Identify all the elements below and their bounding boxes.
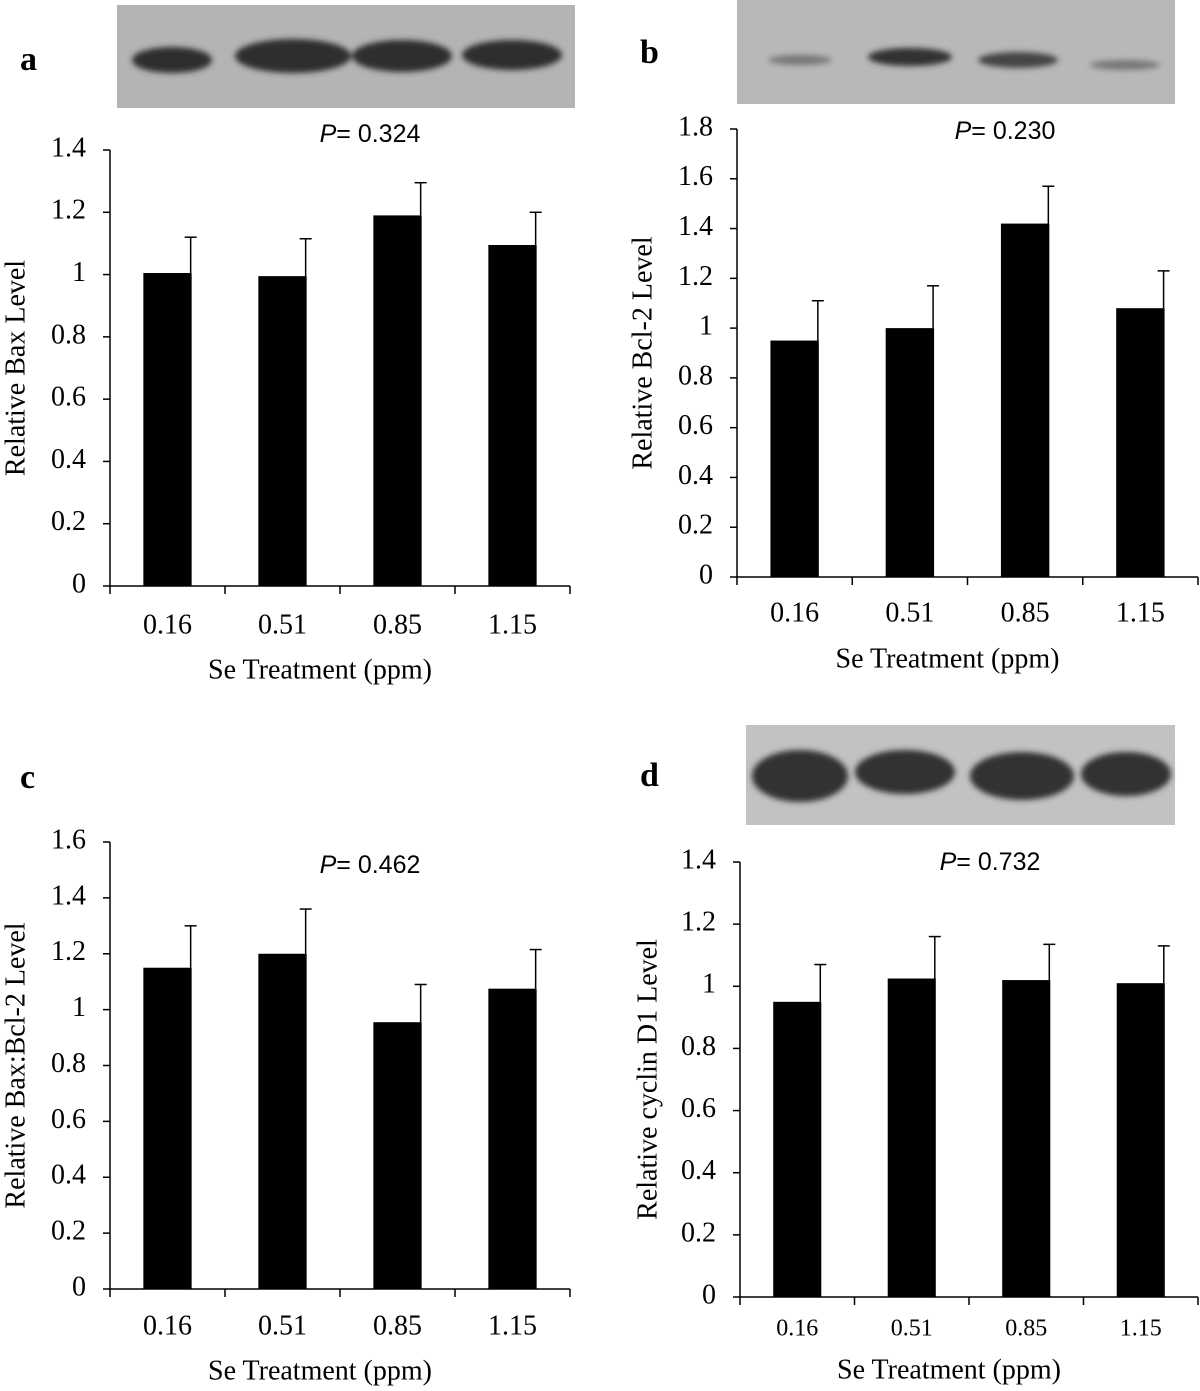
bar xyxy=(488,244,537,586)
panel-label: b xyxy=(640,34,659,71)
bar xyxy=(258,276,307,586)
bar xyxy=(1116,308,1165,577)
x-axis-title: Se Treatment (ppm) xyxy=(208,1355,432,1386)
y-tick-label: 0.6 xyxy=(678,410,713,441)
bar xyxy=(1000,223,1050,578)
y-axis-title: Relative cyclin D1 Level xyxy=(632,939,663,1220)
p-symbol: P xyxy=(940,848,957,876)
x-tick-label: 0.85 xyxy=(1001,597,1050,628)
x-tick-label: 0.51 xyxy=(885,597,934,628)
y-tick-label: 1 xyxy=(699,311,713,342)
bar xyxy=(1116,983,1165,1297)
x-axis-title: Se Treatment (ppm) xyxy=(836,643,1060,674)
p-value: P= 0.462 xyxy=(320,851,421,879)
bar xyxy=(885,328,935,577)
y-tick-label: 0.8 xyxy=(51,1048,86,1079)
x-tick-label: 0.51 xyxy=(891,1316,933,1342)
y-tick-label: 0.8 xyxy=(681,1031,716,1062)
x-tick-label: 0.16 xyxy=(143,1310,192,1341)
y-tick-label: 1.2 xyxy=(678,261,713,292)
x-tick-label: 1.15 xyxy=(488,1310,537,1341)
y-axis-title: Relative Bcl-2 Level xyxy=(627,236,658,469)
x-tick-label: 0.16 xyxy=(143,609,192,640)
y-tick-label: 1 xyxy=(702,969,716,1000)
blot-d xyxy=(746,725,1175,825)
y-tick-label: 0.4 xyxy=(678,460,713,491)
blot-b xyxy=(737,0,1175,104)
x-tick-label: 1.15 xyxy=(1116,597,1165,628)
x-tick-label: 0.51 xyxy=(258,1310,307,1341)
x-tick-label: 0.85 xyxy=(1005,1316,1047,1342)
blot-a xyxy=(117,5,575,108)
y-tick-label: 1.4 xyxy=(678,211,713,242)
bar xyxy=(488,988,537,1289)
panel-label: c xyxy=(20,759,35,796)
panel-label: a xyxy=(20,41,37,78)
p-value: P= 0.230 xyxy=(955,117,1056,145)
x-tick-label: 0.16 xyxy=(776,1316,818,1342)
x-axis-title: Se Treatment (ppm) xyxy=(208,654,432,685)
p-value: P= 0.324 xyxy=(320,120,421,148)
bar xyxy=(143,967,192,1289)
bar xyxy=(258,953,307,1289)
y-tick-label: 1.6 xyxy=(51,824,86,855)
x-tick-label: 1.15 xyxy=(1120,1316,1162,1342)
y-tick-label: 0 xyxy=(72,568,86,599)
y-tick-label: 0 xyxy=(702,1279,716,1310)
y-tick-label: 0.6 xyxy=(51,1104,86,1135)
y-axis-title: Relative Bax Level xyxy=(0,260,31,476)
y-tick-label: 0.4 xyxy=(681,1155,716,1186)
y-tick-label: 0.6 xyxy=(51,382,86,413)
x-tick-label: 0.16 xyxy=(770,597,819,628)
y-tick-label: 0.2 xyxy=(678,510,713,541)
y-tick-label: 0 xyxy=(699,559,713,590)
y-tick-label: 1.4 xyxy=(681,844,716,875)
x-tick-label: 0.85 xyxy=(373,609,422,640)
y-tick-label: 0.6 xyxy=(681,1093,716,1124)
bar xyxy=(143,273,192,586)
y-tick-label: 1.6 xyxy=(678,161,713,192)
p-value: P= 0.732 xyxy=(940,848,1041,876)
x-tick-label: 0.85 xyxy=(373,1310,422,1341)
y-axis-title: Relative Bax:Bcl-2 Level xyxy=(0,922,31,1208)
y-tick-label: 1 xyxy=(72,257,86,288)
bar xyxy=(887,978,936,1297)
y-tick-label: 0.2 xyxy=(51,1216,86,1247)
bar xyxy=(1002,980,1051,1297)
y-tick-label: 0 xyxy=(72,1271,86,1302)
p-symbol: P xyxy=(320,120,337,148)
y-tick-label: 1.8 xyxy=(678,111,713,142)
y-tick-label: 1 xyxy=(72,992,86,1023)
bar xyxy=(373,215,422,586)
p-text: = 0.462 xyxy=(336,851,420,879)
y-tick-label: 0.4 xyxy=(51,444,86,475)
p-text: = 0.230 xyxy=(971,117,1055,145)
y-tick-label: 1.4 xyxy=(51,132,86,163)
x-axis-title: Se Treatment (ppm) xyxy=(837,1354,1061,1385)
p-symbol: P xyxy=(320,851,337,879)
bar xyxy=(770,340,819,577)
p-symbol: P xyxy=(955,117,972,145)
y-tick-label: 0.4 xyxy=(51,1160,86,1191)
x-tick-label: 0.51 xyxy=(258,609,307,640)
chart-panel: b P= 0.230 Relative Bcl-2 Level Se Treatmen… xyxy=(627,34,1199,674)
y-tick-label: 1.2 xyxy=(51,195,86,226)
bar xyxy=(373,1022,422,1289)
chart-panel: d P= 0.732 Relative cyclin D1 Level Se Trea… xyxy=(632,757,1199,1385)
y-tick-label: 1.2 xyxy=(51,936,86,967)
y-tick-label: 0.2 xyxy=(51,506,86,537)
y-tick-label: 0.8 xyxy=(51,319,86,350)
y-tick-label: 0.2 xyxy=(681,1217,716,1248)
p-text: = 0.732 xyxy=(956,848,1040,876)
y-tick-label: 1.4 xyxy=(51,880,86,911)
chart-panel: a P= 0.324 Relative Bax Level Se Treatment … xyxy=(0,41,571,685)
panel-label: d xyxy=(640,757,659,794)
chart-panel: c P= 0.462 Relative Bax:Bcl-2 Level Se Trea… xyxy=(0,759,571,1386)
x-tick-label: 1.15 xyxy=(488,609,537,640)
bar xyxy=(773,1001,822,1297)
p-text: = 0.324 xyxy=(336,120,420,148)
y-tick-label: 1.2 xyxy=(681,907,716,938)
y-tick-label: 0.8 xyxy=(678,360,713,391)
